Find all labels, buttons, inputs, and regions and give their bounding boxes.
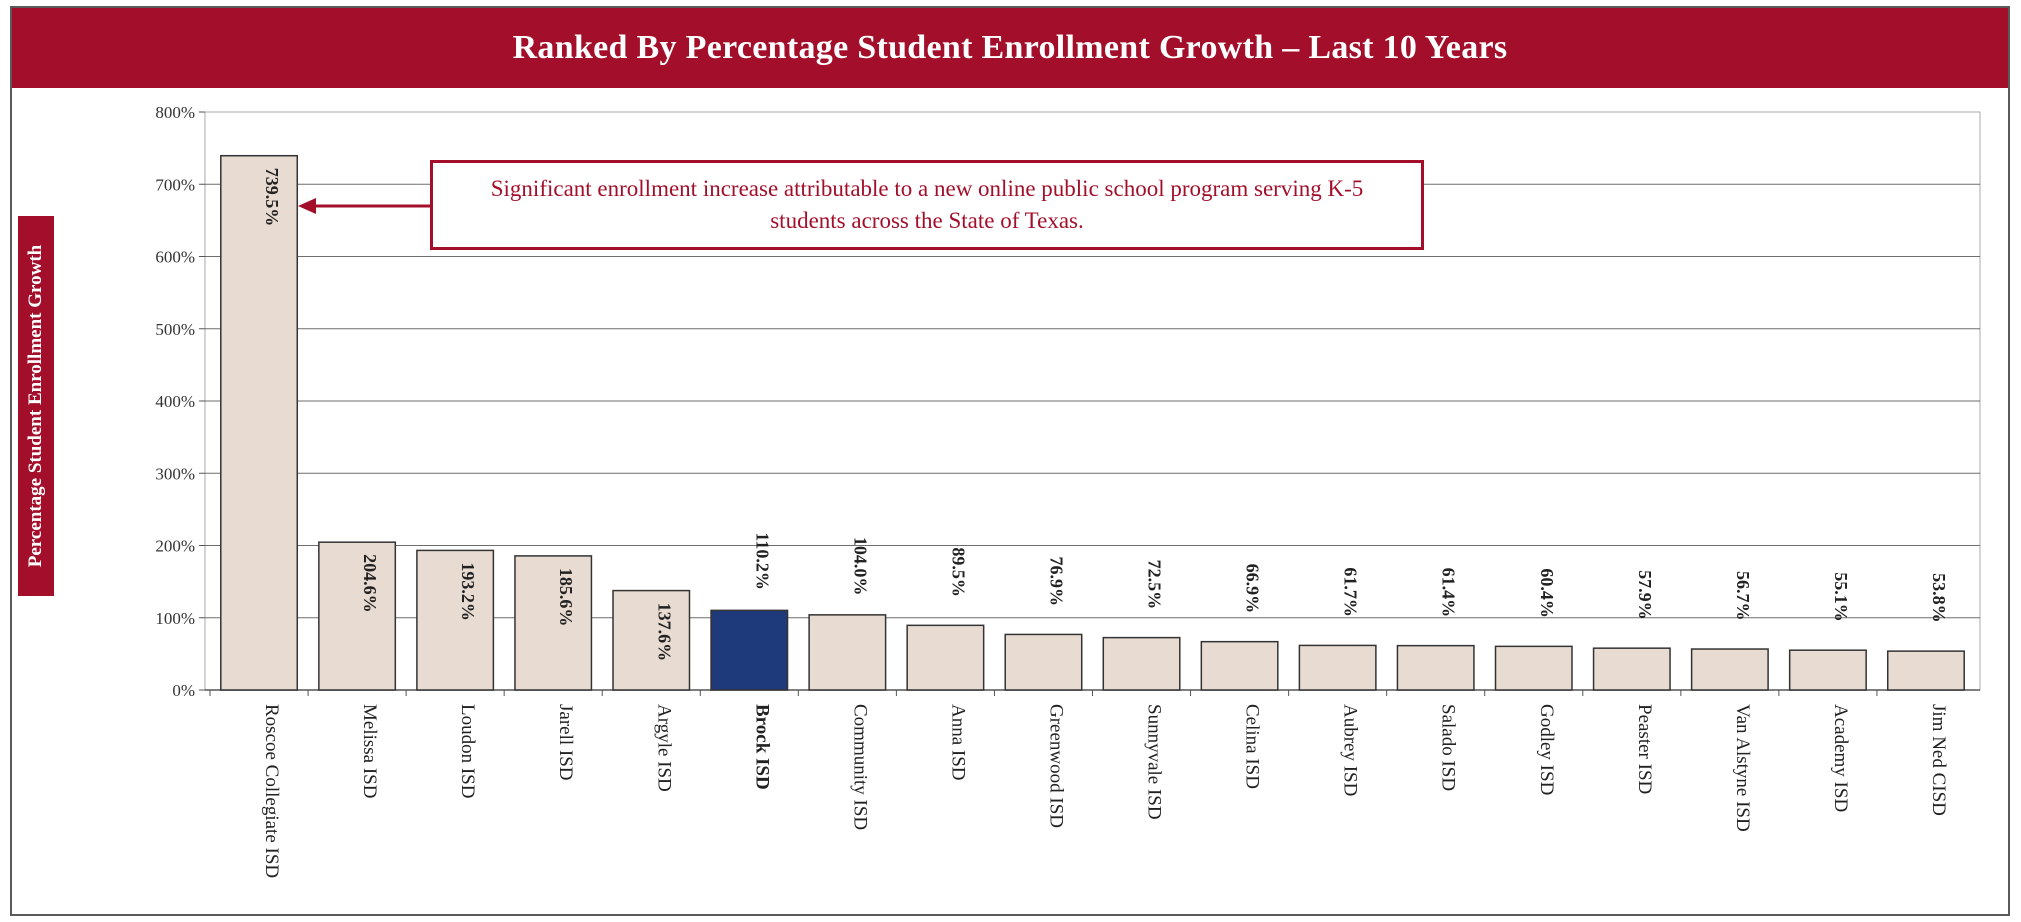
bar <box>416 549 495 691</box>
bar <box>514 555 593 691</box>
y-tick-label: 600% <box>155 248 195 267</box>
bar <box>1494 645 1573 691</box>
bar <box>1298 644 1377 691</box>
y-tick-label: 400% <box>155 392 195 411</box>
y-tick-label: 700% <box>155 175 195 194</box>
y-axis-label-box: Percentage Student Enrollment Growth <box>18 216 54 596</box>
y-tick-label: 800% <box>155 103 195 122</box>
y-tick-label: 0% <box>172 681 195 700</box>
data-label: 53.8% <box>1929 573 1949 623</box>
bar <box>612 589 691 691</box>
x-tick-label: Van Alstyne ISD <box>1732 704 1753 832</box>
x-tick-label: Greenwood ISD <box>1045 704 1066 828</box>
data-label: 56.7% <box>1733 571 1753 621</box>
bar <box>1200 640 1279 691</box>
x-tick-label: Argyle ISD <box>653 704 674 792</box>
bar <box>1102 636 1181 691</box>
x-tick-label: Community ISD <box>849 704 870 830</box>
x-tick-label: Melissa ISD <box>359 704 380 798</box>
data-label: 55.1% <box>1831 572 1851 622</box>
x-tick-label: Celina ISD <box>1242 704 1263 789</box>
x-tick-label: Salado ISD <box>1438 704 1459 791</box>
data-label: 110.2% <box>752 532 772 590</box>
x-tick-label: Academy ISD <box>1830 704 1851 812</box>
data-label: 72.5% <box>1145 560 1165 610</box>
data-label: 104.0% <box>850 537 870 596</box>
y-tick-label: 100% <box>155 609 195 628</box>
annotation-box: Significant enrollment increase attribut… <box>430 160 1424 250</box>
data-label: 57.9% <box>1635 570 1655 620</box>
data-label: 66.9% <box>1243 564 1263 614</box>
x-tick-label: Roscoe Collegiate ISD <box>261 704 282 878</box>
data-label: 61.7% <box>1341 567 1361 617</box>
bar <box>1592 647 1671 691</box>
x-tick-label: Aubrey ISD <box>1340 704 1361 796</box>
bar <box>808 614 887 691</box>
x-tick-label: Jim Ned CISD <box>1928 704 1949 816</box>
y-axis-label: Percentage Student Enrollment Growth <box>25 244 47 568</box>
data-label: 89.5% <box>948 547 968 597</box>
data-label: 137.6% <box>654 603 674 662</box>
x-tick-label: Brock ISD <box>751 704 772 790</box>
x-tick-label: Anna ISD <box>947 704 968 781</box>
data-label: 739.5% <box>262 168 282 227</box>
y-tick-label: 300% <box>155 464 195 483</box>
x-tick-label: Godley ISD <box>1536 704 1557 795</box>
x-tick-label: Loudon ISD <box>457 704 478 798</box>
chart-title: Ranked By Percentage Student Enrollment … <box>12 8 2008 88</box>
data-label: 204.6% <box>360 554 380 613</box>
data-label: 193.2% <box>458 562 478 621</box>
data-label: 185.6% <box>556 568 576 627</box>
bar <box>710 609 789 691</box>
bar <box>1690 648 1769 691</box>
data-label: 61.4% <box>1439 568 1459 618</box>
bar <box>1396 644 1475 691</box>
data-label: 76.9% <box>1046 556 1066 606</box>
bar <box>1004 633 1083 691</box>
chart-frame: Ranked By Percentage Student Enrollment … <box>10 6 2010 916</box>
bar <box>906 624 985 691</box>
bar <box>1788 649 1867 691</box>
x-tick-label: Peaster ISD <box>1634 704 1655 794</box>
bar <box>1886 650 1965 691</box>
bar <box>220 154 299 691</box>
bar <box>318 541 397 691</box>
annotation-arrow-head <box>298 198 316 214</box>
y-tick-label: 200% <box>155 537 195 556</box>
x-tick-label: Sunnyvale ISD <box>1144 704 1165 820</box>
y-tick-label: 500% <box>155 320 195 339</box>
data-label: 60.4% <box>1537 568 1557 618</box>
x-tick-label: Jarell ISD <box>555 704 576 781</box>
